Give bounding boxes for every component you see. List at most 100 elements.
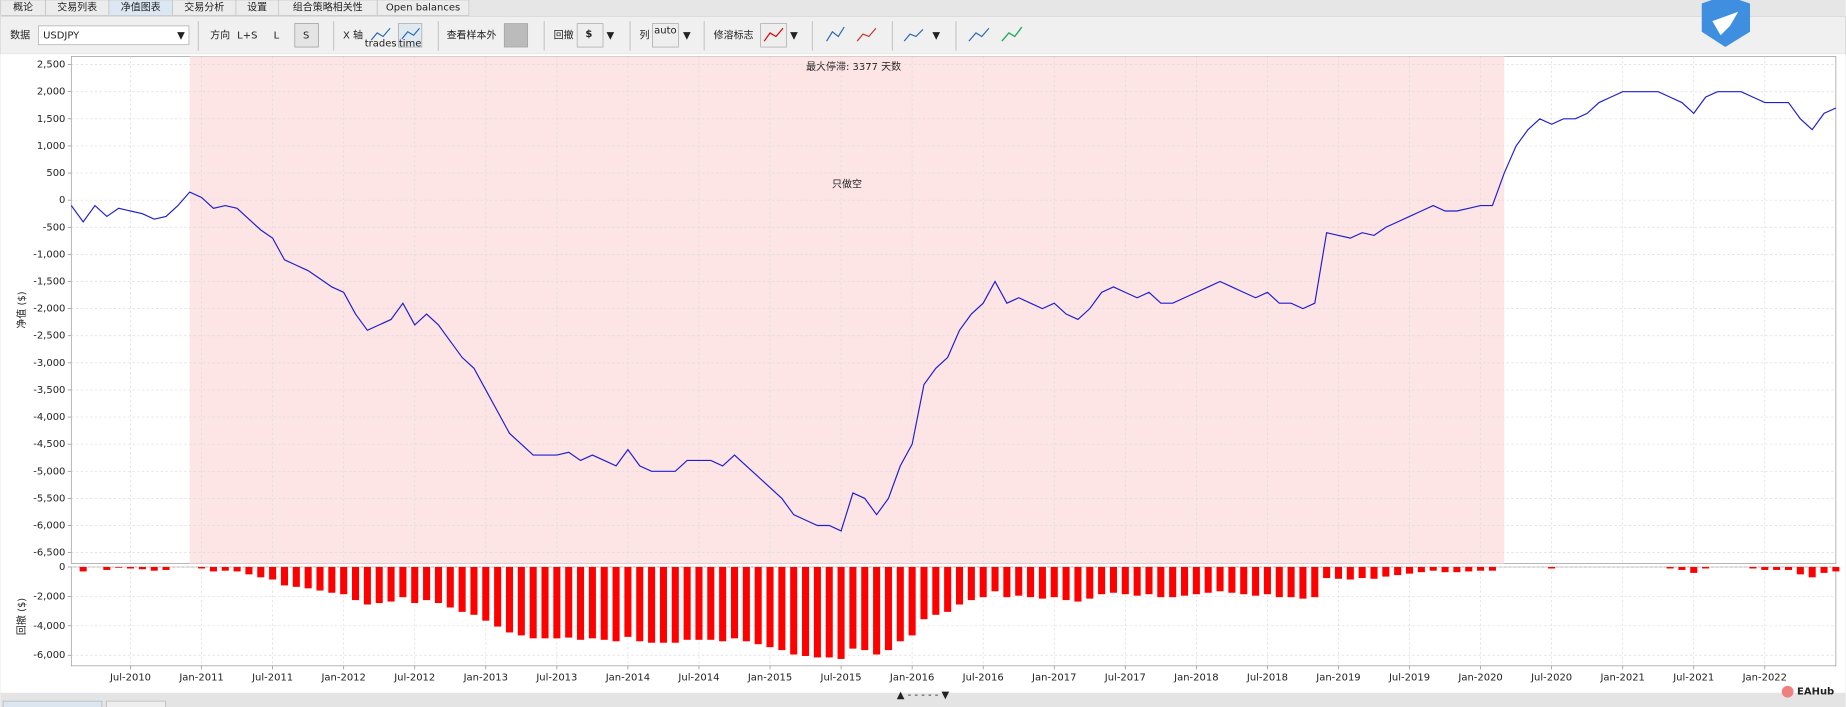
chart-icon-button[interactable] <box>856 27 877 42</box>
drawdown-bar <box>1263 567 1271 595</box>
drawdown-bar <box>150 567 158 571</box>
y-tick-label: -4,000 <box>33 621 65 632</box>
direction-l[interactable]: L <box>274 30 280 41</box>
drawdown-bar <box>316 567 324 591</box>
drawdown-bar <box>1417 567 1425 573</box>
drawdown-bar <box>1358 567 1366 579</box>
dropdown-arrow: ▼ <box>932 30 940 41</box>
chart-icon-button[interactable] <box>1001 26 1023 42</box>
icon-caption: trades <box>365 39 397 50</box>
drawdown-bar <box>162 567 170 570</box>
tab[interactable] <box>376 0 470 16</box>
drawdown-bar <box>944 567 952 612</box>
drawdown-bar <box>1394 567 1402 576</box>
drawdown-bar <box>245 567 253 575</box>
out-of-sample-label: 查看样本外 <box>447 28 497 41</box>
out-of-sample-button[interactable] <box>503 23 529 48</box>
drawdown-bar <box>352 567 360 601</box>
symbol-select[interactable] <box>38 25 190 46</box>
drawdown-bar <box>387 567 395 602</box>
drawdown-bar <box>411 567 419 604</box>
y-tick-label: -3,000 <box>33 358 65 369</box>
drawdown-bar <box>233 567 241 572</box>
drawdown-bar <box>955 567 964 605</box>
drawdown-bar <box>1370 567 1378 579</box>
x-tick-label: Jan-2019 <box>1315 673 1360 684</box>
x-tick-label: Jan-2011 <box>178 673 223 684</box>
drawdown-bar <box>624 567 632 637</box>
plot-area <box>70 566 1837 667</box>
y-tick-label: 1,000 <box>37 141 66 152</box>
drawdown-bar <box>896 567 904 642</box>
markers-button[interactable]: ▼ <box>760 23 798 48</box>
tab-label: 组合策略相关性 <box>293 1 363 14</box>
tabs: 概论 交易列表 净值图表 交易分析 设置 组合策略相关性 Open balances <box>0 0 470 16</box>
drawdown-bar <box>505 567 514 633</box>
chart-icon-button[interactable] <box>903 28 924 42</box>
drawdown-bar <box>884 567 892 651</box>
icon: $ <box>585 29 592 40</box>
icon-frame <box>652 23 679 48</box>
x-tick-label: Jan-2020 <box>1457 673 1502 684</box>
direction-s-button[interactable] <box>294 23 319 48</box>
x-tick-label: Jan-2022 <box>1742 673 1787 684</box>
splitter-handle[interactable]: ▲ - - - - - ▼ <box>897 690 950 701</box>
drawdown-bar <box>375 567 383 604</box>
icon-frame <box>576 23 604 48</box>
drawdown-bar <box>719 567 727 642</box>
drawdown-bar <box>1027 567 1035 598</box>
y-tick-label: 1,500 <box>37 114 66 125</box>
direction-ls[interactable]: L+S <box>237 30 257 41</box>
x-tick-label: Jul-2018 <box>1246 673 1288 684</box>
x-tick-label: Jul-2016 <box>962 673 1004 684</box>
drawdown-bar <box>541 567 549 639</box>
x-tick-label: Jul-2020 <box>1530 673 1572 684</box>
drawdown-bar <box>908 567 916 636</box>
x-tick-label: Jan-2016 <box>889 673 934 684</box>
drawdown-bar <box>363 567 371 605</box>
y-tick-label: -5,500 <box>33 493 65 504</box>
drawdown-bar <box>565 567 573 638</box>
drawdown-bar <box>1098 567 1106 595</box>
drawdown-bar <box>138 567 146 570</box>
drawdown-bar <box>861 567 869 651</box>
drawdown-bar <box>1240 567 1248 595</box>
y-tick-label: -4,000 <box>33 412 65 423</box>
drawdown-bar <box>1252 567 1260 596</box>
y-tick-label: -2,000 <box>33 304 65 315</box>
chart-icon-button[interactable] <box>968 27 990 42</box>
bottom-tab[interactable] <box>2 700 103 707</box>
drawdown-bar <box>1334 567 1343 579</box>
drawdown-bar <box>1702 567 1710 569</box>
x-tick-label: Jul-2010 <box>109 673 151 684</box>
drawdown-bar <box>1109 567 1117 593</box>
drawdown-bar <box>482 567 490 621</box>
drawdown-button[interactable]: $ ▼ <box>576 23 615 48</box>
charts: 只做空 最大停滞: 3377 天数 2,500 2,000 1,500 1,000 500 0… <box>15 56 1840 684</box>
drawdown-bar <box>517 567 525 636</box>
x-tick-label: Jan-2015 <box>747 673 792 684</box>
drawdown-bar <box>1749 567 1757 569</box>
drawdown-bar <box>1820 567 1828 573</box>
drawdown-bar <box>612 567 620 642</box>
columns-button[interactable]: auto ▼ <box>652 23 691 48</box>
chart-icon-button[interactable] <box>826 26 845 42</box>
direction-s: S <box>303 30 309 41</box>
drawdown-bar <box>1192 567 1200 595</box>
drawdown-bar <box>1287 567 1295 598</box>
bottom-tab[interactable] <box>106 700 166 707</box>
x-axis-time-button[interactable]: time <box>398 23 423 50</box>
drawdown-bar <box>1784 567 1793 570</box>
drawdown-bar <box>1761 567 1769 570</box>
icon <box>763 27 784 42</box>
x-axis-trades-button[interactable]: trades <box>365 27 397 50</box>
drawdown-bar <box>1382 567 1390 577</box>
y-tick-label: -4,500 <box>33 439 65 450</box>
drawdown-bar <box>280 567 289 586</box>
tab-label: 交易列表 <box>57 1 97 14</box>
y-tick-label: -6,000 <box>33 521 65 532</box>
drawdown-bar <box>470 567 478 615</box>
drawdown-bar <box>967 567 975 601</box>
drawdown-bar <box>1204 567 1212 593</box>
